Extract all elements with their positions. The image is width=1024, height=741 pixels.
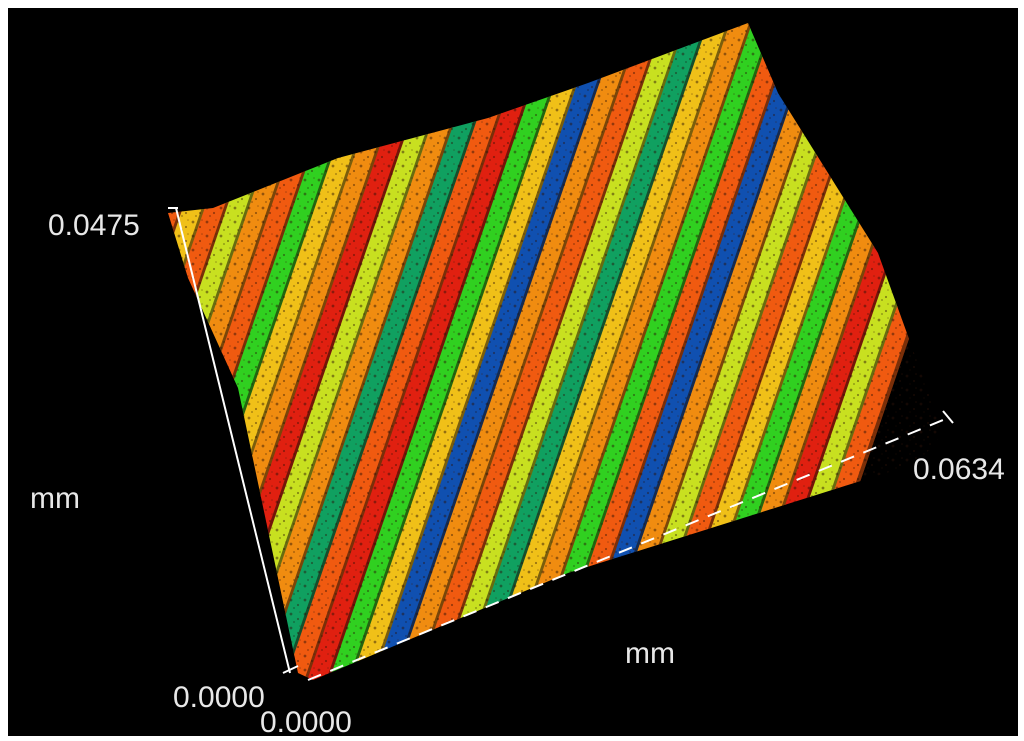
x-axis-max-label: 0.0634	[913, 453, 1005, 486]
surface-stripe	[168, 23, 215, 680]
surface-stripe	[168, 23, 237, 680]
y-axis-min-label: 0.0000	[173, 681, 265, 714]
y-axis-max-label: 0.0475	[48, 209, 140, 242]
surface-stripe	[168, 23, 259, 680]
surface-stripes	[168, 23, 943, 680]
y-axis-line	[175, 207, 291, 674]
surface-groove	[168, 23, 259, 680]
surface-stripe	[168, 23, 171, 680]
x-axis-unit-label: mm	[625, 637, 675, 670]
axis-lines	[168, 207, 954, 681]
surface-speckle	[168, 23, 943, 680]
surface-plot-viewport: 0.0475 0.0000 0.0000 0.0634 mm mm	[8, 8, 1018, 736]
surface-groove	[168, 23, 193, 680]
surface-groove	[168, 23, 171, 680]
surface-groove	[168, 23, 215, 680]
y-axis-bottom-tick	[282, 665, 299, 674]
surface-3d-render	[168, 23, 954, 681]
surface-groove	[168, 23, 237, 680]
x-axis-end-tick	[942, 410, 954, 424]
x-axis-min-label: 0.0000	[260, 706, 352, 737]
surface-stripe	[168, 23, 193, 680]
y-axis-unit-label: mm	[30, 482, 80, 515]
x-axis-line	[307, 417, 949, 681]
